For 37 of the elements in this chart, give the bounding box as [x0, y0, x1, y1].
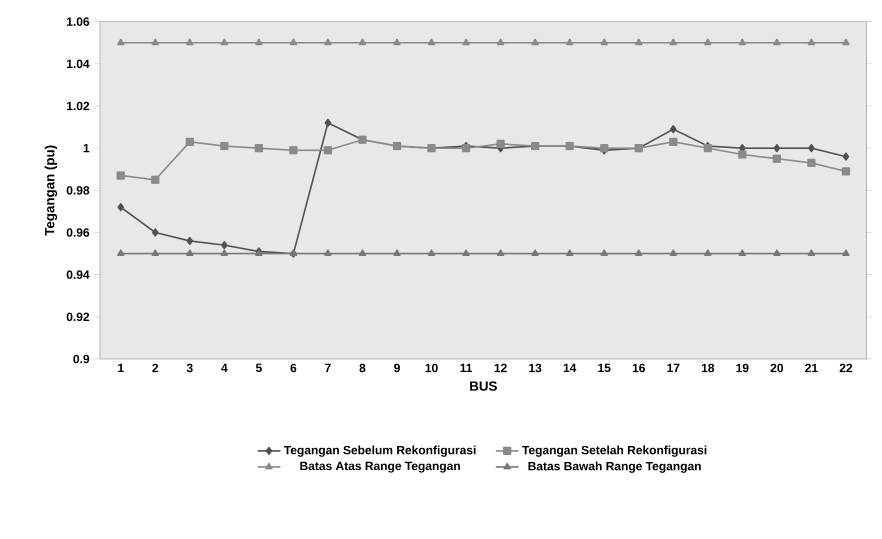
x-tick-label: 10	[426, 364, 438, 372]
legend-label: Batas Bawah Range Tegangan	[528, 462, 701, 473]
x-tick-label: 13	[529, 364, 542, 372]
x-tick-label: 18	[702, 364, 714, 372]
y-tick-label: 0.92	[66, 312, 90, 322]
y-tick-label: 1.06	[67, 17, 90, 26]
x-tick-label: 4	[221, 364, 228, 372]
x-tick-label: 8	[360, 364, 366, 372]
y-tick-label: 1	[84, 144, 90, 152]
x-tick-label: 19	[736, 364, 749, 372]
x-tick-label: 22	[840, 364, 852, 372]
x-tick-label: 21	[805, 364, 818, 372]
legend-label: Tegangan Setelah Rekonfigurasi	[522, 446, 706, 457]
y-tick-label: 1.02	[67, 102, 90, 110]
x-axis-title: BUS	[470, 381, 497, 391]
x-tick-label: 3	[186, 364, 193, 372]
legend-label: Tegangan Sebelum Rekonfigurasi	[284, 446, 476, 457]
x-tick-label: 2	[152, 364, 158, 372]
x-tick-label: 7	[325, 364, 331, 372]
x-tick-label: 9	[394, 364, 400, 372]
y-tick-label: 1.04	[67, 60, 90, 68]
y-tick-label: 0.94	[66, 270, 90, 279]
y-axis-title: Tegangan (pu)	[44, 146, 58, 236]
x-tick-label: 11	[460, 364, 472, 372]
x-tick-label: 1	[118, 364, 124, 372]
y-tick-label: 0.96	[66, 228, 90, 237]
y-tick-label: 0.98	[66, 186, 90, 195]
x-tick-label: 15	[598, 364, 611, 372]
x-tick-label: 17	[667, 364, 680, 372]
y-tick-label: 0.9	[73, 354, 90, 364]
x-tick-label: 16	[632, 364, 645, 372]
x-tick-label: 14	[564, 364, 576, 372]
x-tick-label: 20	[770, 364, 784, 372]
x-tick-label: 6	[290, 364, 296, 372]
x-tick-label: 12	[494, 364, 507, 372]
legend-label: Batas Atas Range Tegangan	[300, 462, 460, 473]
x-tick-label: 5	[256, 364, 262, 372]
